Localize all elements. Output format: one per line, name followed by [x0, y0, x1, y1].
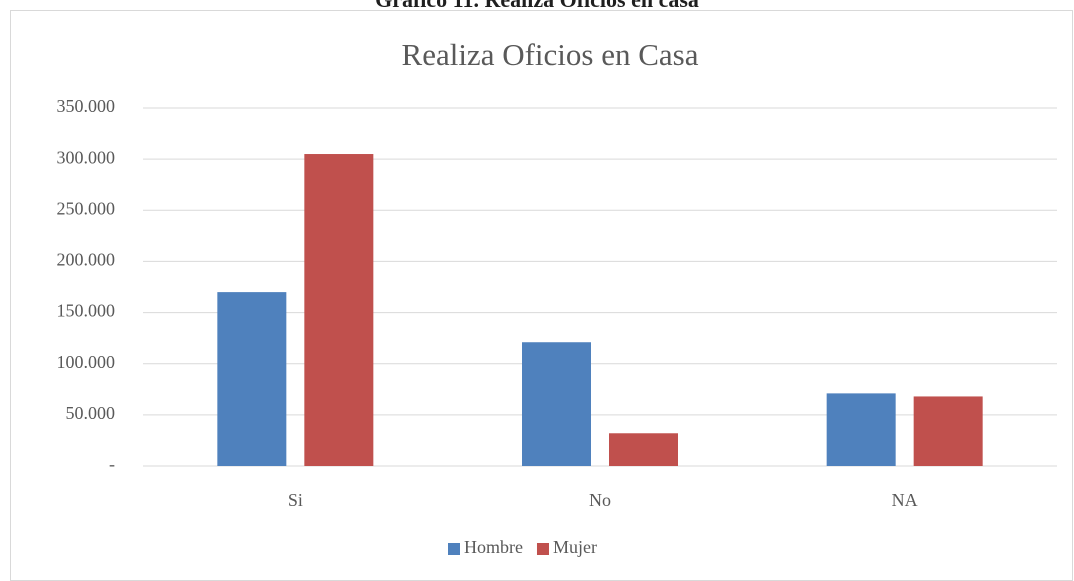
y-tick-label: 300.000 [57, 147, 116, 167]
y-tick-label: 100.000 [57, 352, 116, 372]
chart-border [10, 10, 1073, 581]
y-tick-label: 200.000 [57, 250, 116, 270]
legend-label: Mujer [553, 537, 597, 557]
bar [913, 396, 983, 466]
x-tick-label: Si [288, 490, 303, 510]
bar [217, 292, 287, 466]
y-tick-label: 150.000 [57, 301, 116, 321]
bar [304, 154, 374, 466]
bar [522, 342, 591, 466]
caption: Gráfico 11. Realiza Oficios en casa [375, 0, 699, 12]
chart-title: Realiza Oficios en Casa [402, 37, 699, 72]
x-tick-label: NA [892, 490, 918, 510]
y-tick-label: 350.000 [57, 96, 116, 116]
legend-label: Hombre [464, 537, 523, 557]
x-tick-label: No [589, 490, 611, 510]
legend-swatch [448, 543, 460, 555]
bar [826, 393, 896, 466]
y-tick-label: 250.000 [57, 198, 116, 218]
y-tick-label: 50.000 [66, 403, 116, 423]
bar [609, 433, 678, 466]
legend-swatch [536, 543, 549, 555]
y-tick-label: - [109, 454, 115, 474]
